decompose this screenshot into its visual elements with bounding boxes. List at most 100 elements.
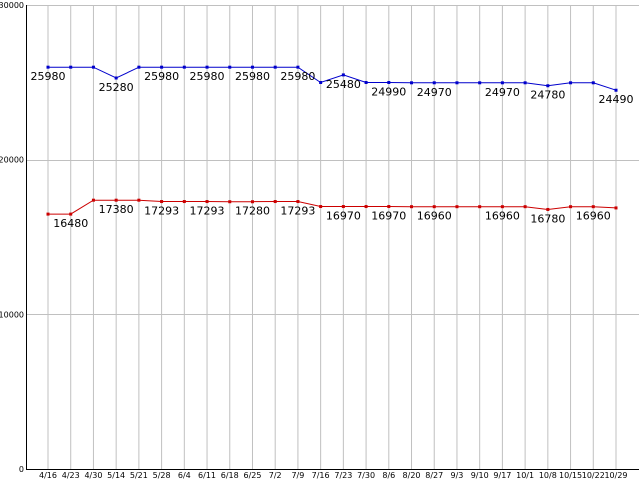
x-tick-label: 6/18 — [221, 471, 239, 480]
data-label: 17293 — [144, 205, 179, 218]
data-point — [500, 205, 504, 209]
data-label: 16970 — [326, 210, 361, 223]
data-point — [478, 81, 482, 85]
data-label: 17280 — [235, 205, 270, 218]
data-point — [364, 80, 368, 84]
data-point — [569, 81, 573, 85]
data-point — [387, 205, 391, 209]
data-label: 16780 — [530, 212, 565, 225]
data-label: 25480 — [326, 78, 361, 91]
series-line — [48, 199, 617, 215]
data-point — [341, 205, 345, 209]
x-tick-label: 7/30 — [357, 471, 375, 480]
data-point — [205, 200, 209, 204]
data-label: 24490 — [599, 93, 634, 106]
data-point — [319, 205, 323, 209]
data-label: 17293 — [280, 205, 315, 218]
data-label: 16960 — [417, 210, 452, 223]
data-point — [591, 81, 595, 85]
data-point — [546, 207, 550, 211]
y-tick-label: 30000 — [0, 1, 24, 10]
data-label: 16970 — [371, 210, 406, 223]
x-tick-label: 8/6 — [382, 471, 395, 480]
data-point — [523, 81, 527, 85]
data-point — [114, 198, 118, 202]
x-tick-label: 6/25 — [243, 471, 261, 480]
data-point — [69, 65, 73, 69]
data-point — [114, 76, 118, 80]
data-point — [182, 65, 186, 69]
x-tick-label: 7/2 — [269, 471, 282, 480]
data-point — [614, 88, 618, 92]
data-point — [410, 205, 414, 209]
label-layer: 25980 25280 25980 25980 25980 25980 25480 24990… — [31, 70, 634, 230]
data-point — [410, 81, 414, 85]
x-tick-label: 9/17 — [493, 471, 511, 480]
data-point — [250, 65, 254, 69]
data-point — [228, 65, 232, 69]
x-tick-label: 10/29 — [604, 471, 627, 480]
data-point — [591, 205, 595, 209]
data-label: 25980 — [280, 70, 315, 83]
x-tick-label: 7/9 — [291, 471, 304, 480]
data-label: 16480 — [53, 217, 88, 230]
x-tick-label: 5/21 — [130, 471, 148, 480]
data-label: 17380 — [99, 203, 134, 216]
data-point — [160, 200, 164, 204]
data-point — [387, 80, 391, 84]
data-label: 16960 — [485, 210, 520, 223]
data-point — [569, 205, 573, 209]
x-tick-label: 5/14 — [107, 471, 125, 480]
x-tick-label: 10/1 — [516, 471, 534, 480]
data-point — [205, 65, 209, 69]
data-point — [319, 80, 323, 84]
data-point — [341, 73, 345, 77]
data-point — [500, 81, 504, 85]
x-tick-label: 7/16 — [312, 471, 330, 480]
x-tick-label: 4/30 — [84, 471, 102, 480]
x-tick-label: 4/16 — [39, 471, 57, 480]
data-label: 25980 — [190, 70, 225, 83]
data-point — [46, 65, 50, 69]
series-layer — [46, 65, 618, 216]
data-point — [228, 200, 232, 204]
data-point — [273, 65, 277, 69]
x-tick-label: 9/10 — [471, 471, 489, 480]
data-point — [364, 205, 368, 209]
data-point — [69, 212, 73, 216]
data-point — [273, 200, 277, 204]
data-point — [250, 200, 254, 204]
data-label: 24970 — [485, 86, 520, 99]
x-tick-label: 6/4 — [178, 471, 191, 480]
data-point — [455, 205, 459, 209]
data-point — [432, 205, 436, 209]
x-tick-label: 9/3 — [451, 471, 464, 480]
y-tick-label: 0 — [19, 465, 24, 474]
data-label: 25980 — [235, 70, 270, 83]
x-tick-label: 8/27 — [425, 471, 443, 480]
x-tick-label: 7/23 — [334, 471, 352, 480]
data-point — [546, 84, 550, 88]
grid-layer — [26, 5, 639, 469]
data-label: 17293 — [190, 205, 225, 218]
data-point — [137, 65, 141, 69]
x-tick-label: 4/23 — [62, 471, 80, 480]
data-point — [614, 206, 618, 210]
data-point — [432, 81, 436, 85]
x-tick-label: 5/28 — [153, 471, 171, 480]
data-label: 24780 — [530, 89, 565, 102]
series-line — [48, 66, 617, 91]
data-point — [160, 65, 164, 69]
x-tick-label: 10/22 — [582, 471, 605, 480]
data-point — [455, 81, 459, 85]
data-label: 25980 — [144, 70, 179, 83]
x-tick-label: 10/15 — [559, 471, 582, 480]
data-point — [182, 200, 186, 204]
data-point — [91, 65, 95, 69]
data-point — [46, 212, 50, 216]
data-label: 25980 — [31, 70, 66, 83]
data-label: 25280 — [99, 81, 134, 94]
